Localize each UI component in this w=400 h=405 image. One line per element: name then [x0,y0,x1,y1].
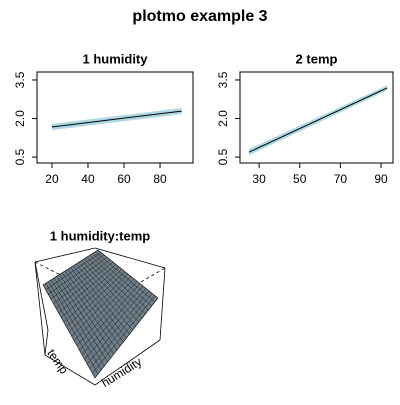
plot-frame [239,71,394,164]
surface-mesh [87,290,150,365]
surface-mesh [81,285,144,355]
surface-mesh [86,256,146,315]
x-tick-label: 70 [334,172,348,186]
surface-mesh [95,251,155,303]
surface-mesh [92,295,156,374]
x-tick-label: 90 [374,172,388,186]
chart-title: 1 humidity:temp [50,228,150,243]
surface-mesh [89,293,153,369]
surface-mesh [89,255,149,311]
box-edge [44,329,49,356]
surface-mesh [84,288,147,360]
box-edge [94,339,161,386]
y-tick-label: 2.0 [13,110,27,127]
box-edge [44,354,96,386]
surface-mesh [74,278,135,341]
surface-mesh [76,281,138,346]
y-tick-label: 3.5 [13,71,27,88]
surface-mesh [68,273,129,332]
surface-mesh [78,262,137,327]
surface-mesh [81,260,140,323]
box-edge [159,267,166,341]
box-edge [94,247,166,269]
line [248,87,388,153]
x-tick-label: 30 [252,172,266,186]
y-tick-label: 0.5 [13,148,27,165]
x-tick-label: 20 [45,172,59,186]
box-edge [34,247,96,263]
x-tick-label: 40 [81,172,95,186]
surface-mesh [79,283,141,351]
chart-title: 1 humidity [82,51,148,66]
surface-mesh [71,276,132,337]
y-tick-label: 0.5 [216,148,230,165]
surface [42,249,159,379]
surface-mesh [75,263,133,331]
x-tick-label: 60 [117,172,131,186]
box-edge [34,261,46,356]
y-tick-label: 3.5 [216,71,230,88]
y-tick-label: 2.0 [216,110,230,127]
surface-mesh [84,258,143,319]
line [51,110,182,128]
plot-frame [36,71,194,164]
x-tick-label: 80 [153,172,167,186]
x-tick-label: 50 [293,172,307,186]
box-edge [34,261,49,331]
surface-mesh [92,253,152,307]
surface-mesh [73,265,130,335]
page-title: plotmo example 3 [132,8,267,25]
chart-title: 2 temp [296,51,338,66]
